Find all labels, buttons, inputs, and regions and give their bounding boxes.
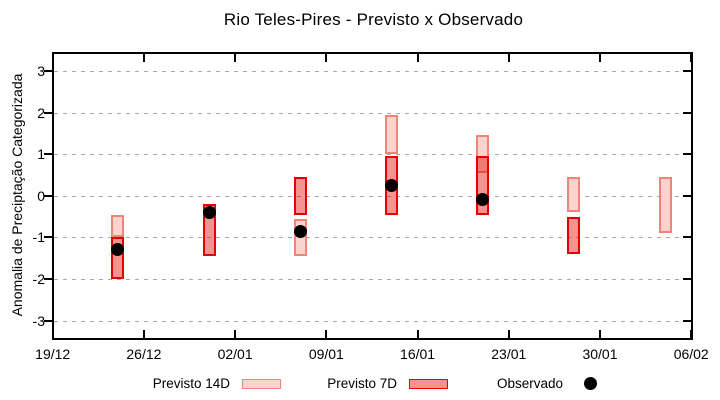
legend-label-observado: Observado: [496, 376, 563, 391]
y-tick-left: [44, 236, 52, 239]
x-tick-bottom: [507, 330, 510, 338]
gridline-y-3: [54, 320, 689, 322]
observed-dot: [476, 193, 490, 207]
gridline-y0: [54, 195, 689, 197]
forecast-14d-bar: [476, 135, 490, 173]
y-tick-right: [683, 153, 691, 156]
y-tick-label: 0: [37, 187, 45, 204]
chart-title: Rio Teles-Pires - Previsto x Observado: [223, 10, 524, 29]
legend-label-previsto-7d: Previsto 7D: [327, 376, 397, 391]
x-tick-bottom: [234, 330, 237, 338]
x-tick-bottom: [599, 330, 601, 338]
y-tick-label: -1: [32, 229, 45, 246]
observed-dot: [293, 224, 307, 238]
forecast-14d-bar: [658, 177, 672, 234]
y-tick-right: [683, 319, 691, 322]
y-tick-label: 2: [37, 104, 45, 121]
forecast-7d-bar: [567, 216, 581, 255]
y-tick-right: [683, 236, 691, 239]
observed-dot: [202, 205, 216, 219]
x-tick-bottom: [51, 330, 54, 338]
y-tick-right: [683, 278, 691, 281]
x-tick-label: 02/01: [217, 346, 253, 362]
x-tick-top: [416, 54, 419, 62]
x-tick-bottom: [690, 330, 693, 338]
forecast-7d-bar: [293, 177, 307, 215]
x-tick-top: [690, 54, 693, 62]
y-tick-left: [44, 319, 52, 322]
x-tick-bottom: [416, 330, 419, 338]
y-tick-label: -2: [32, 271, 45, 288]
y-tick-label: 3: [37, 62, 45, 79]
x-tick-label: 23/01: [491, 346, 527, 362]
gridline-y1: [54, 154, 689, 156]
gridline-y2: [54, 112, 689, 114]
gridline-y-2: [54, 279, 689, 281]
legend-label-previsto-14d: Previsto 14D: [152, 376, 230, 391]
legend-swatch-previsto-7d: [409, 379, 448, 389]
y-tick-label: 1: [37, 146, 45, 163]
x-tick-label: 09/01: [308, 346, 344, 362]
y-tick-label: -3: [32, 312, 45, 329]
x-tick-top: [142, 54, 145, 62]
x-tick-top: [599, 54, 601, 62]
y-tick-left: [44, 153, 52, 156]
x-tick-top: [325, 54, 328, 62]
x-tick-label: 06/02: [673, 346, 709, 362]
y-tick-left: [44, 111, 52, 114]
x-tick-top: [507, 54, 510, 62]
forecast-14d-bar: [111, 214, 125, 238]
plot-area: -3 -2 -1 0 1 2 3 19/12 26/12 02/01 09/01 16/01 23/01…: [33, 52, 709, 362]
gridline-y-1: [54, 237, 689, 239]
observed-dot: [385, 178, 398, 192]
x-tick-top: [51, 54, 54, 62]
x-tick-label: 19/12: [35, 346, 71, 362]
y-tick-right: [683, 194, 691, 197]
x-tick-bottom: [142, 330, 145, 338]
gridline-y3: [54, 70, 689, 72]
y-tick-left: [44, 69, 52, 72]
legend-swatch-previsto-14d: [242, 379, 281, 389]
y-tick-left: [44, 278, 52, 281]
forecast-14d-bar: [385, 114, 398, 155]
y-tick-left: [44, 194, 52, 197]
x-tick-label: 30/01: [582, 346, 618, 362]
x-tick-label: 26/12: [126, 346, 162, 362]
x-tick-bottom: [325, 330, 328, 338]
x-tick-top: [234, 54, 237, 62]
y-tick-right: [683, 69, 691, 72]
legend-observed-dot-icon: [584, 377, 597, 390]
x-tick-label: 16/01: [400, 346, 436, 362]
forecast-14d-bar: [567, 177, 581, 213]
y-tick-right: [683, 111, 691, 114]
observed-dot: [111, 243, 125, 257]
